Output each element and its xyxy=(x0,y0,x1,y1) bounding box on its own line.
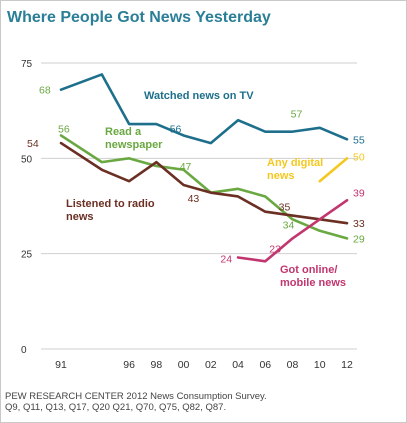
x-tick-label: 02 xyxy=(205,359,217,371)
data-label: 47 xyxy=(180,161,192,173)
series-name-label: Watched news on TV xyxy=(144,90,254,102)
x-tick-label: 12 xyxy=(341,359,353,371)
data-label: 23 xyxy=(269,243,281,255)
series-name-label: Any digital xyxy=(267,157,323,169)
data-label: 56 xyxy=(170,123,182,135)
series-name-label: newspaper xyxy=(105,139,163,151)
source-line-2: Q9, Q11, Q13, Q17, Q20 Q21, Q70, Q75, Q8… xyxy=(5,402,227,413)
series-line xyxy=(59,141,349,225)
data-label: 39 xyxy=(353,187,365,199)
line-chart: 0 25 50 75 91 96 98 00 02 04 06 08 10 12 68 56 57 55 56 47 3… xyxy=(21,59,365,371)
y-tick-label: 0 xyxy=(21,345,27,356)
series-name-label: mobile news xyxy=(280,277,346,289)
series-line xyxy=(236,198,349,263)
source-note: PEW RESEARCH CENTER 2012 News Consumptio… xyxy=(5,391,267,413)
x-tick-label: 10 xyxy=(314,359,326,371)
x-tick-label: 98 xyxy=(150,359,162,371)
series-name-label: news xyxy=(267,170,295,182)
data-label: 54 xyxy=(27,138,39,150)
data-label: 50 xyxy=(353,151,365,163)
x-tick-label: 06 xyxy=(259,359,271,371)
y-tick-label: 75 xyxy=(21,59,33,70)
series-name-label: Read a xyxy=(105,126,142,138)
source-line-1: PEW RESEARCH CENTER 2012 News Consumptio… xyxy=(5,391,267,402)
y-tick-label: 25 xyxy=(21,250,33,261)
data-label: 56 xyxy=(58,123,70,135)
data-label: 29 xyxy=(353,233,365,245)
series-line xyxy=(59,134,349,240)
data-label: 68 xyxy=(39,85,51,97)
data-label: 43 xyxy=(188,193,200,205)
series-line xyxy=(318,157,349,183)
x-tick-label: 96 xyxy=(123,359,135,371)
chart-title: Where People Got News Yesterday xyxy=(7,9,271,26)
x-tick-label: 00 xyxy=(178,359,190,371)
data-label: 34 xyxy=(283,219,295,231)
data-label: 35 xyxy=(279,202,291,214)
x-tick-label: 08 xyxy=(287,359,299,371)
series-name-label: news xyxy=(66,211,94,223)
y-tick-label: 50 xyxy=(21,154,33,165)
series-line xyxy=(59,73,349,145)
series-name-label: Listened to radio xyxy=(66,198,155,210)
data-label: 55 xyxy=(353,134,365,146)
x-tick-label: 91 xyxy=(55,359,67,371)
x-tick-label: 04 xyxy=(232,359,244,371)
series-name-label: Got online/ xyxy=(280,264,337,276)
data-label: 33 xyxy=(353,218,365,230)
data-label: 57 xyxy=(291,109,303,121)
data-label: 24 xyxy=(220,253,232,265)
